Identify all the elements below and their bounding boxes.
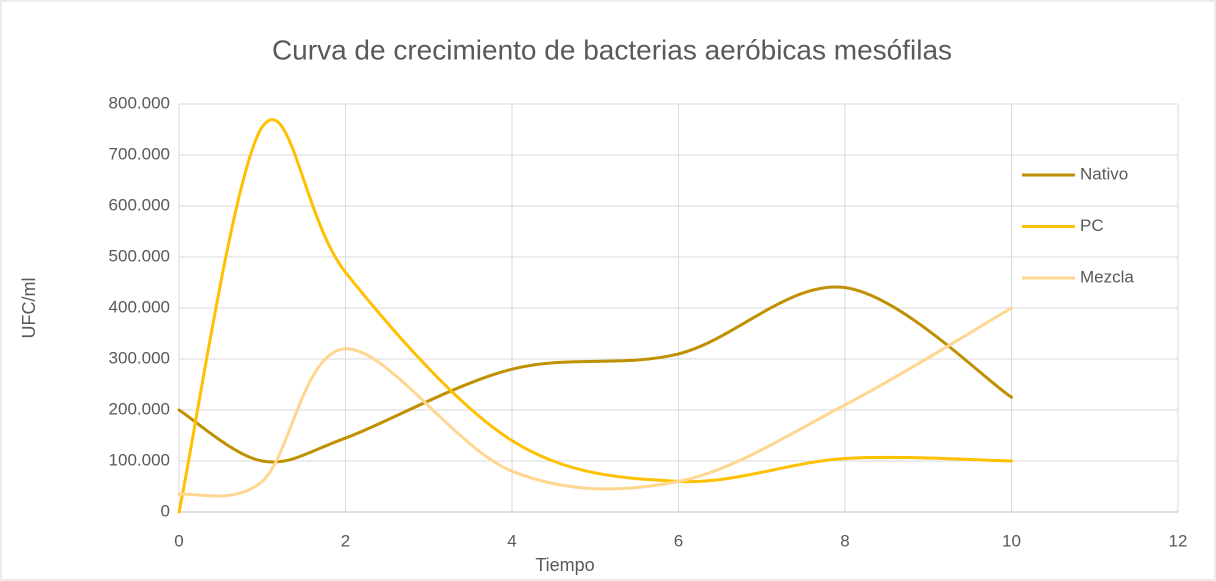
series-line [177, 118, 1013, 514]
y-tick-label: 600.000 [109, 195, 170, 214]
y-tick-label: 300.000 [109, 348, 170, 367]
y-tick-label: 400.000 [109, 297, 170, 316]
x-tick-label: 4 [507, 531, 516, 550]
y-tick-label: 500.000 [109, 246, 170, 265]
y-axis-label: UFC/ml [19, 278, 39, 339]
x-tick-label: 6 [674, 531, 683, 550]
legend-label: Mezcla [1080, 267, 1134, 286]
y-tick-label: 700.000 [109, 144, 170, 163]
x-tick-label: 8 [840, 531, 849, 550]
series-line [177, 285, 1013, 464]
y-tick-label: 0 [161, 501, 170, 520]
x-tick-label: 0 [174, 531, 183, 550]
x-tick-label: 2 [341, 531, 350, 550]
x-axis-label: Tiempo [535, 555, 594, 575]
y-tick-label: 800.000 [109, 93, 170, 112]
y-tick-label: 200.000 [109, 399, 170, 418]
legend-label: Nativo [1080, 164, 1128, 183]
chart-title: Curva de crecimiento de bacterias aeróbi… [272, 34, 952, 65]
legend-label: PC [1080, 216, 1104, 235]
series-line [177, 306, 1013, 498]
x-tick-label: 10 [1002, 531, 1021, 550]
y-tick-label: 100.000 [109, 450, 170, 469]
x-tick-label: 12 [1169, 531, 1188, 550]
